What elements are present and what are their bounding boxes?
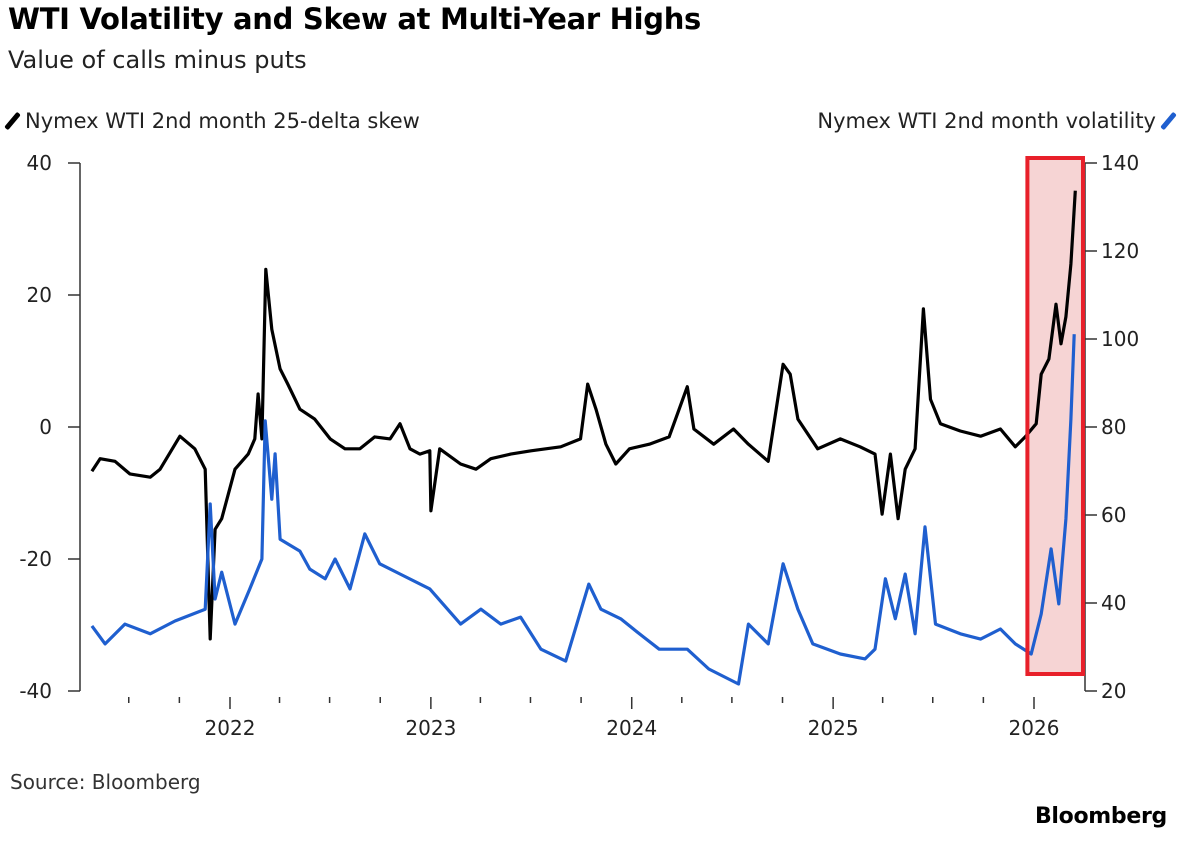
x-axis-tick-label: 2022 <box>205 716 256 740</box>
right-axis-tick-label: 80 <box>1101 415 1126 439</box>
legend-label-volatility: Nymex WTI 2nd month volatility <box>817 109 1156 133</box>
right-axis-tick-label: 120 <box>1101 239 1139 263</box>
bloomberg-logo: Bloomberg <box>1034 804 1167 829</box>
right-axis-tick-label: 40 <box>1101 591 1126 615</box>
highlight-box-border <box>1025 156 1085 676</box>
chart-subtitle: Value of calls minus puts <box>8 46 307 74</box>
right-axis-tick-label: 140 <box>1101 151 1139 175</box>
left-axis-tick-label: 20 <box>27 283 52 307</box>
left-axis-tick-label: 0 <box>39 415 52 439</box>
chart-title: WTI Volatility and Skew at Multi-Year Hi… <box>8 2 702 36</box>
x-axis-tick-label: 2023 <box>405 716 456 740</box>
left-axis-tick-label: -40 <box>19 679 52 703</box>
source-note: Source: Bloomberg <box>10 770 201 794</box>
right-axis-tick-label: 60 <box>1101 503 1126 527</box>
legend-label-skew: Nymex WTI 2nd month 25-delta skew <box>25 109 420 133</box>
legend-item-skew: Nymex WTI 2nd month 25-delta skew <box>4 109 420 133</box>
x-axis-tick-label: 2024 <box>606 716 657 740</box>
left-axis-tick-label: -20 <box>19 547 52 571</box>
left-axis-tick-label: 40 <box>27 151 52 175</box>
legend-item-volatility: Nymex WTI 2nd month volatility <box>817 109 1177 133</box>
x-axis-tick-label: 2026 <box>1009 716 1060 740</box>
right-axis-tick-label: 100 <box>1101 327 1139 351</box>
right-axis-tick-label: 20 <box>1101 679 1126 703</box>
volatility-series-line <box>90 334 1076 686</box>
skew-series-line <box>90 190 1077 641</box>
x-axis-tick-label: 2025 <box>808 716 859 740</box>
